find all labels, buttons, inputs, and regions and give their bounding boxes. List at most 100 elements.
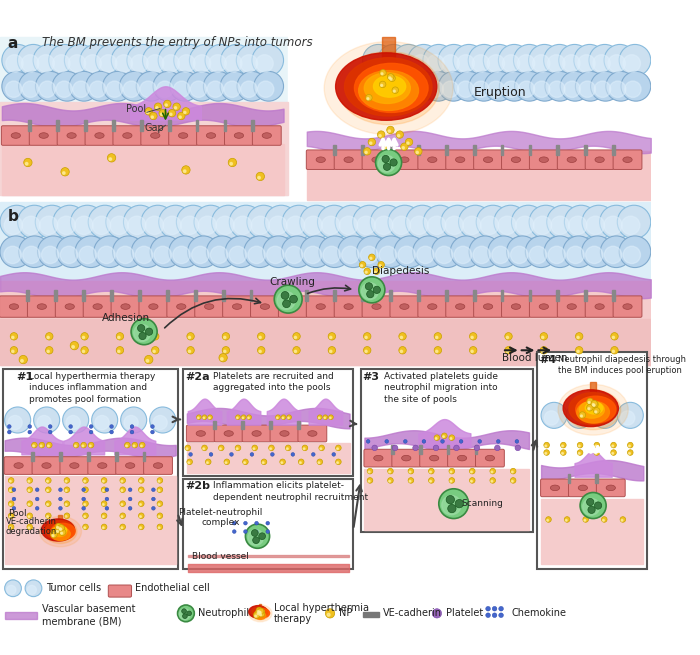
FancyBboxPatch shape: [167, 296, 196, 317]
Bar: [417, 145, 420, 155]
Circle shape: [433, 608, 442, 618]
Circle shape: [378, 155, 395, 172]
Circle shape: [143, 45, 174, 76]
Circle shape: [151, 333, 159, 340]
Circle shape: [408, 71, 438, 101]
Circle shape: [435, 350, 438, 352]
Circle shape: [244, 236, 276, 267]
FancyBboxPatch shape: [418, 296, 447, 317]
Circle shape: [457, 55, 475, 72]
Circle shape: [387, 73, 394, 80]
Circle shape: [389, 75, 396, 81]
Circle shape: [39, 81, 55, 98]
Circle shape: [127, 216, 146, 234]
Circle shape: [64, 45, 96, 76]
Circle shape: [397, 55, 414, 72]
Circle shape: [179, 116, 181, 119]
Circle shape: [612, 445, 614, 447]
Circle shape: [514, 45, 545, 76]
Circle shape: [270, 448, 272, 449]
Circle shape: [89, 430, 93, 434]
Circle shape: [620, 411, 635, 425]
Circle shape: [580, 493, 606, 519]
Ellipse shape: [577, 402, 610, 423]
Circle shape: [139, 480, 141, 482]
Circle shape: [471, 350, 473, 352]
Circle shape: [601, 236, 632, 267]
Circle shape: [600, 205, 633, 238]
Circle shape: [252, 445, 258, 451]
Circle shape: [46, 487, 51, 493]
Circle shape: [328, 346, 335, 354]
Circle shape: [368, 480, 370, 482]
Bar: [556, 145, 559, 155]
Circle shape: [428, 468, 434, 474]
Circle shape: [365, 151, 368, 153]
Circle shape: [183, 170, 186, 172]
Circle shape: [35, 497, 39, 501]
Ellipse shape: [252, 607, 268, 618]
Text: Platelets are recruited and
aggregated into the pools: Platelets are recruited and aggregated i…: [213, 371, 334, 392]
Ellipse shape: [372, 304, 382, 309]
Circle shape: [197, 417, 199, 419]
Circle shape: [433, 445, 439, 451]
Circle shape: [252, 45, 284, 76]
Ellipse shape: [178, 133, 188, 138]
Ellipse shape: [234, 133, 244, 138]
Circle shape: [83, 524, 88, 530]
FancyBboxPatch shape: [279, 296, 307, 317]
Circle shape: [298, 459, 304, 464]
Bar: [473, 145, 475, 155]
Circle shape: [544, 45, 575, 76]
Circle shape: [591, 400, 598, 407]
Circle shape: [470, 346, 477, 354]
Circle shape: [27, 487, 32, 493]
Circle shape: [162, 55, 179, 72]
Circle shape: [374, 216, 393, 234]
Circle shape: [116, 333, 124, 340]
Circle shape: [594, 407, 600, 414]
Circle shape: [157, 81, 173, 98]
Circle shape: [21, 360, 23, 362]
Circle shape: [55, 523, 62, 530]
Circle shape: [46, 477, 51, 483]
Bar: [391, 445, 393, 454]
Circle shape: [517, 55, 535, 72]
Circle shape: [547, 205, 580, 238]
Circle shape: [484, 71, 514, 101]
Circle shape: [55, 527, 62, 534]
Ellipse shape: [251, 607, 270, 620]
Circle shape: [60, 246, 78, 263]
Circle shape: [318, 462, 320, 464]
Circle shape: [202, 415, 206, 420]
Text: Vascular basement
membrane (BM): Vascular basement membrane (BM): [42, 605, 135, 626]
Circle shape: [379, 246, 397, 263]
Circle shape: [10, 504, 11, 506]
Circle shape: [102, 490, 104, 491]
Circle shape: [469, 71, 498, 101]
Circle shape: [158, 527, 160, 529]
Circle shape: [610, 81, 626, 98]
Circle shape: [408, 477, 414, 483]
Circle shape: [244, 462, 246, 464]
Circle shape: [134, 324, 150, 341]
Circle shape: [269, 445, 274, 451]
Circle shape: [8, 524, 14, 530]
Circle shape: [250, 453, 254, 457]
Ellipse shape: [606, 485, 615, 491]
Circle shape: [595, 453, 597, 454]
Bar: [365, 469, 529, 530]
Circle shape: [82, 488, 85, 492]
Circle shape: [128, 488, 132, 492]
FancyBboxPatch shape: [613, 150, 642, 170]
Circle shape: [83, 336, 85, 339]
Circle shape: [382, 81, 398, 98]
Circle shape: [188, 462, 190, 464]
Circle shape: [12, 488, 16, 492]
Circle shape: [58, 525, 65, 532]
Circle shape: [71, 205, 104, 238]
FancyBboxPatch shape: [186, 425, 215, 442]
Circle shape: [258, 346, 265, 354]
FancyBboxPatch shape: [183, 479, 354, 569]
Circle shape: [206, 462, 208, 464]
